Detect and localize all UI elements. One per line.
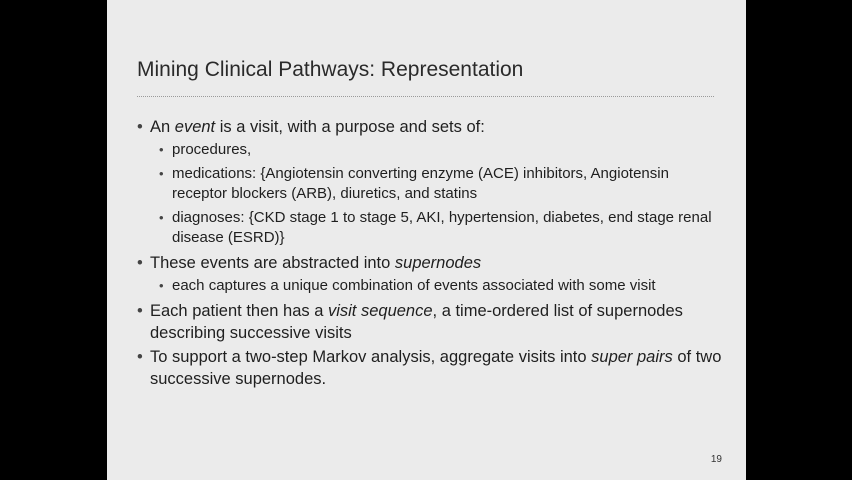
slide-content: An event is a visit, with a purpose and …	[137, 116, 722, 392]
term-visit-sequence: visit sequence	[327, 302, 433, 320]
term-event: event	[174, 118, 216, 136]
sub-bullet-combination: each captures a unique combination of ev…	[150, 276, 722, 296]
sub-bullet-list: each captures a unique combination of ev…	[150, 276, 722, 296]
sub-bullet-procedures: procedures,	[150, 140, 722, 160]
bullet-event: An event is a visit, with a purpose and …	[137, 116, 722, 248]
sub-bullet-medications: medications: {Angiotensin converting enz…	[150, 164, 722, 204]
slide: Mining Clinical Pathways: Representation…	[107, 0, 746, 480]
sub-bullet-list: procedures, medications: {Angiotensin co…	[150, 140, 722, 248]
term-super-pairs: super pairs	[591, 348, 673, 366]
bullet-supernodes: These events are abstracted into superno…	[137, 252, 722, 296]
title-divider	[137, 96, 714, 97]
bullet-visit-sequence: Each patient then has a visit sequence, …	[137, 300, 722, 344]
bullet-list: An event is a visit, with a purpose and …	[137, 116, 722, 390]
slide-title: Mining Clinical Pathways: Representation	[137, 58, 524, 81]
sub-bullet-diagnoses: diagnoses: {CKD stage 1 to stage 5, AKI,…	[150, 208, 722, 248]
page-number: 19	[710, 454, 722, 465]
bullet-super-pairs: To support a two-step Markov analysis, a…	[137, 346, 722, 390]
term-supernodes: supernodes	[394, 254, 482, 272]
